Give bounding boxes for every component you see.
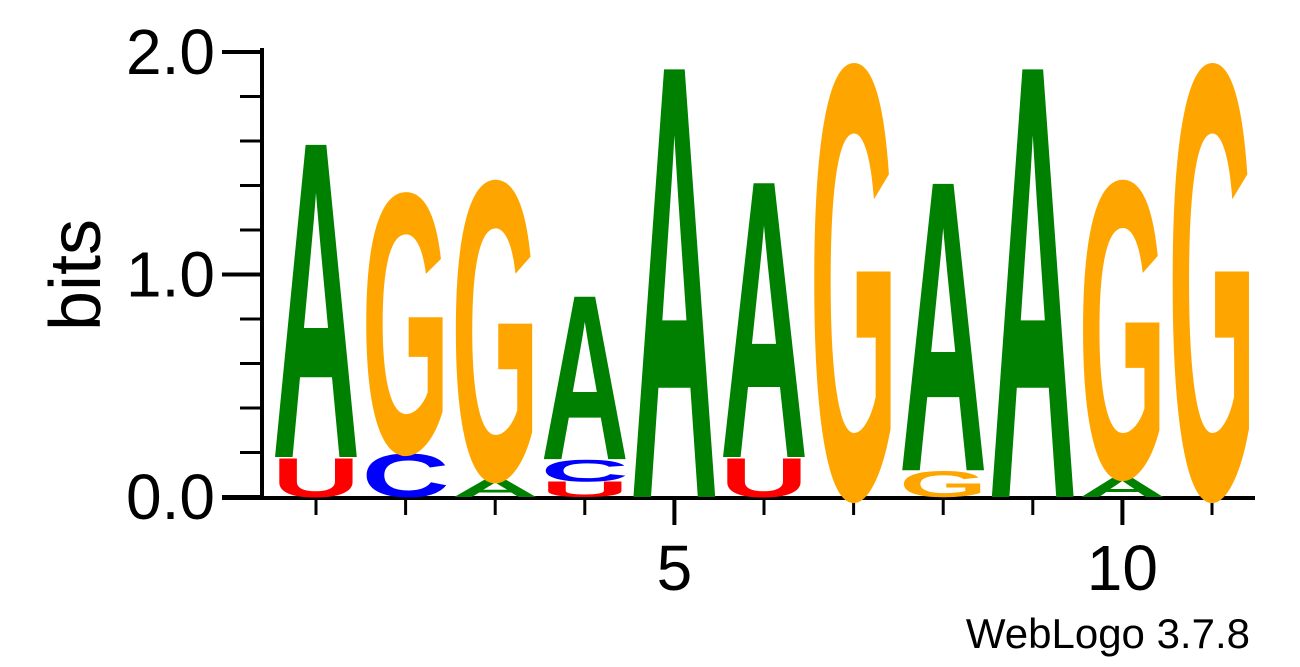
logo-column-7: G	[810, 0, 898, 629]
logo-letter-a: A	[989, 0, 1077, 629]
x-tick-label: 5	[657, 532, 693, 604]
logo-letter-g: G	[899, 463, 987, 505]
logo-letter-g: G	[810, 0, 898, 629]
logo-letter-u: U	[272, 447, 360, 510]
weblogo-version-footer: WebLogo 3.7.8	[966, 610, 1250, 657]
y-tick-label: 2.0	[126, 16, 215, 88]
logo-letter-a: A	[899, 94, 987, 560]
x-tick-label: 10	[1087, 532, 1158, 604]
logo-letter-g: G	[362, 117, 450, 532]
logo-letter-g: G	[1078, 93, 1166, 569]
y-axis-label: bits	[36, 219, 116, 331]
logo-column-6: UA	[720, 99, 808, 543]
axes: 0.0 1.0 2.0 5 10	[126, 16, 1255, 604]
logo-letter-g: G	[1168, 0, 1256, 629]
logo-letter-a: A	[1078, 472, 1166, 503]
logo-letter-u: U	[541, 477, 629, 501]
logo-letter-a: A	[630, 0, 718, 629]
logo-column-2: CG	[362, 117, 450, 532]
logo-column-3: AG	[451, 92, 539, 571]
logo-column-5: A	[630, 0, 718, 629]
logo-letter-c: C	[362, 441, 450, 510]
logo-letter-g: G	[451, 92, 539, 571]
logo-column-11: G	[1168, 0, 1256, 629]
logo-letter-a: A	[272, 47, 360, 554]
logo-letter-a: A	[451, 474, 539, 502]
logo-letter-a: A	[541, 246, 629, 510]
logo-column-4: UCA	[541, 246, 629, 510]
logo-column-10: AG	[1078, 93, 1166, 569]
logo-column-9: A	[989, 0, 1077, 629]
logo-column-8: GA	[899, 94, 987, 560]
logo-letter-u: U	[720, 447, 808, 510]
logo-column-1: UA	[272, 47, 360, 554]
letter-stacks: UA CG AG UCA A UA G GA A AG G	[272, 0, 1256, 629]
logo-letter-c: C	[541, 453, 629, 488]
logo-letter-a: A	[720, 99, 808, 543]
y-tick-label: 1.0	[126, 239, 215, 311]
y-tick-label: 0.0	[126, 461, 215, 533]
